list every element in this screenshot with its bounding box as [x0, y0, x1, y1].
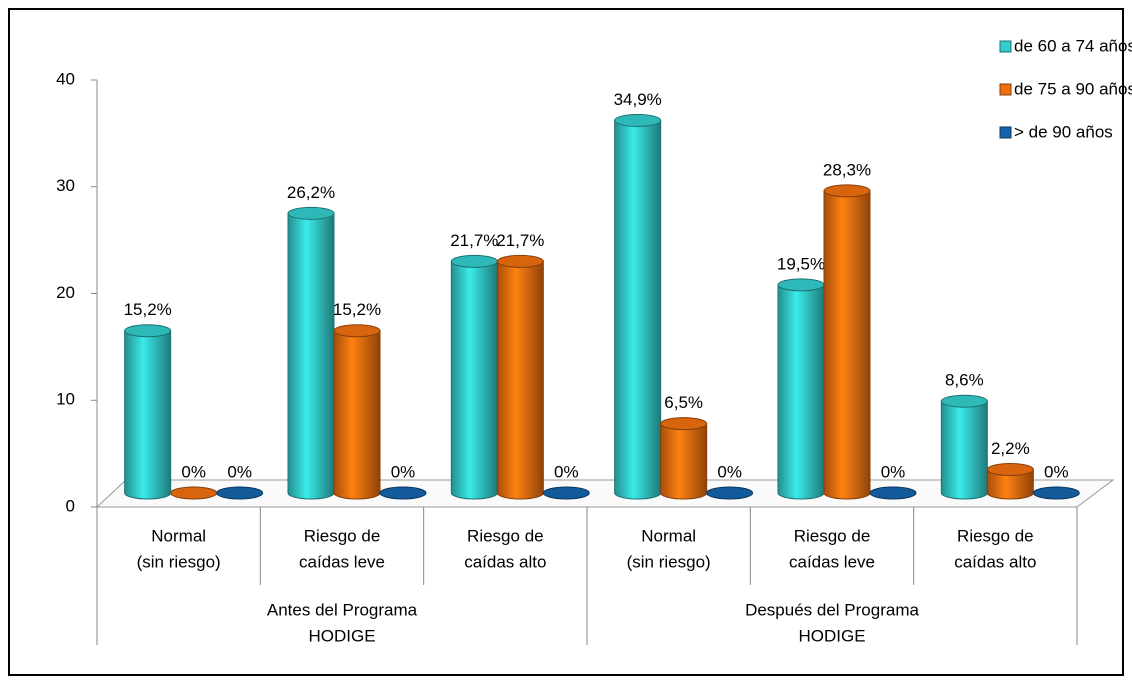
cylinder	[777, 278, 825, 500]
group-label: Después del Programa	[745, 600, 919, 619]
legend-label: de 75 a 90 años	[1014, 79, 1132, 98]
cylinder	[660, 417, 708, 500]
group-label: HODIGE	[798, 626, 865, 645]
legend-label: > de 90 años	[1014, 122, 1113, 141]
cylinder	[124, 324, 172, 500]
legend-swatch	[999, 83, 1012, 96]
y-tick-label: 10	[56, 390, 75, 409]
value-label: 0%	[717, 462, 742, 481]
cylinder	[450, 254, 498, 500]
cylinder	[170, 486, 218, 500]
value-label: 21,7%	[450, 231, 498, 250]
y-tick-label: 40	[56, 69, 75, 88]
value-label: 26,2%	[287, 183, 335, 202]
value-label: 0%	[881, 462, 906, 481]
y-tick-label: 0	[66, 496, 75, 515]
cylinder	[333, 324, 381, 500]
y-tick-label: 20	[56, 283, 75, 302]
x-tick-label: Riesgo de	[957, 526, 1034, 545]
cylinder	[287, 206, 335, 500]
y-tick-label: 30	[56, 176, 75, 195]
value-label: 0%	[227, 462, 252, 481]
x-tick-label: caídas alto	[954, 552, 1036, 571]
cylinder	[706, 486, 754, 500]
value-label: 19,5%	[777, 254, 825, 273]
value-label: 2,2%	[991, 439, 1030, 458]
x-tick-label: Normal	[151, 526, 206, 545]
value-label: 34,9%	[614, 90, 662, 109]
group-label: HODIGE	[308, 626, 375, 645]
value-label: 0%	[554, 462, 579, 481]
value-label: 15,2%	[124, 300, 172, 319]
cylinder	[216, 486, 264, 500]
legend-swatch	[999, 40, 1012, 53]
cylinder	[1032, 486, 1080, 500]
cylinder	[542, 486, 590, 500]
cylinder	[823, 184, 871, 500]
value-label: 8,6%	[945, 371, 984, 390]
value-label: 0%	[391, 462, 416, 481]
value-label: 21,7%	[496, 231, 544, 250]
cylinder	[614, 113, 662, 500]
x-tick-label: caídas leve	[789, 552, 875, 571]
value-label: 28,3%	[823, 160, 871, 179]
x-tick-label: Normal	[641, 526, 696, 545]
legend-swatch	[999, 126, 1012, 139]
value-label: 15,2%	[333, 300, 381, 319]
cylinder	[940, 394, 988, 500]
x-tick-label: Riesgo de	[304, 526, 381, 545]
group-label: Antes del Programa	[267, 600, 418, 619]
x-tick-label: caídas alto	[464, 552, 546, 571]
x-tick-label: (sin riesgo)	[627, 552, 711, 571]
x-tick-label: caídas leve	[299, 552, 385, 571]
value-label: 0%	[1044, 462, 1069, 481]
cylinder	[869, 486, 917, 500]
x-tick-label: Riesgo de	[467, 526, 544, 545]
legend-label: de 60 a 74 años	[1014, 36, 1132, 55]
x-tick-label: Riesgo de	[794, 526, 871, 545]
cylinder	[986, 463, 1034, 500]
cylinder	[496, 254, 544, 500]
value-label: 6,5%	[664, 393, 703, 412]
value-label: 0%	[181, 462, 206, 481]
cylinder	[379, 486, 427, 500]
x-tick-label: (sin riesgo)	[137, 552, 221, 571]
chart-border	[8, 8, 1124, 676]
